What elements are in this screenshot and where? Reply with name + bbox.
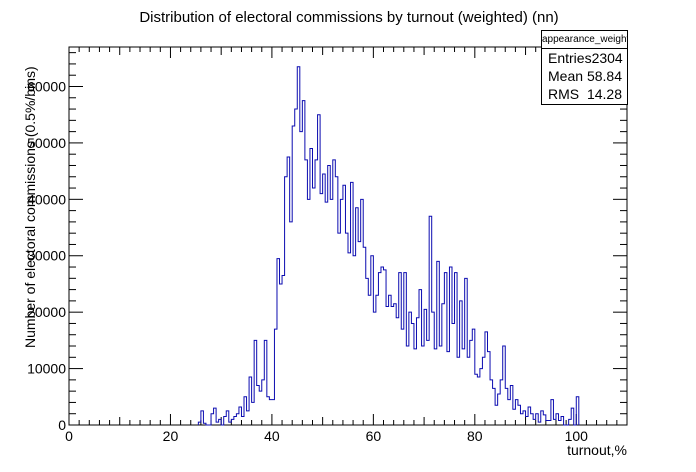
y-tick-label: 30000 [27, 248, 66, 264]
stats-label: Mean [548, 68, 584, 84]
x-axis: 0 20 40 60 80 100 [65, 47, 628, 444]
stats-value: 58.84 [586, 68, 622, 84]
y-axis-label: Number of electoral commissions (0.5%/bi… [22, 66, 38, 348]
y-axis: 0 10000 20000 30000 40000 50000 60000 [27, 52, 627, 433]
y-tick-label: 0 [58, 417, 66, 433]
stats-box: appearance_weighted_hist Entries 2304 Me… [541, 30, 628, 105]
x-tick-label: 100 [565, 428, 589, 444]
stats-label: Entries [548, 50, 592, 66]
x-tick-label: 60 [366, 428, 382, 444]
y-tick-label: 50000 [27, 135, 66, 151]
plot-frame [68, 46, 628, 426]
stats-value: 2304 [591, 50, 623, 66]
x-tick-label: 80 [467, 428, 483, 444]
stats-label: RMS [548, 86, 580, 102]
y-tick-label: 40000 [27, 191, 66, 207]
y-tick-label: 10000 [27, 361, 66, 377]
histogram-line [197, 66, 580, 426]
y-tick-label: 60000 [27, 78, 66, 94]
x-tick-label: 20 [163, 428, 179, 444]
x-tick-label: 40 [264, 428, 280, 444]
y-tick-label: 20000 [27, 304, 66, 320]
stats-row-mean: Mean 58.84 [542, 67, 627, 85]
x-tick-label: 0 [65, 428, 73, 444]
stats-value: 14.28 [586, 86, 622, 102]
chart-title: Distribution of electoral commissions by… [139, 9, 558, 26]
stats-row-entries: Entries 2304 [542, 49, 627, 67]
x-axis-label: turnout,% [567, 442, 627, 458]
stats-title: appearance_weighted_hist [542, 31, 627, 49]
stats-row-rms: RMS 14.28 [542, 85, 627, 103]
